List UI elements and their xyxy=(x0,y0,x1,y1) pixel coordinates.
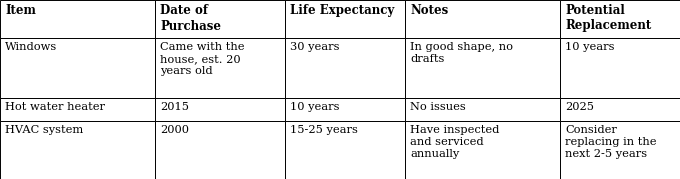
Text: Windows: Windows xyxy=(5,42,57,52)
Text: No issues: No issues xyxy=(410,102,466,112)
Text: Life Expectancy: Life Expectancy xyxy=(290,4,394,17)
Text: 15-25 years: 15-25 years xyxy=(290,125,358,135)
Bar xyxy=(285,0,405,38)
Bar xyxy=(285,38,405,98)
Text: 2000: 2000 xyxy=(160,125,189,135)
Bar xyxy=(155,0,285,38)
Bar xyxy=(285,121,405,179)
Text: Potential
Replacement: Potential Replacement xyxy=(565,4,651,33)
Bar xyxy=(0,98,155,121)
Text: In good shape, no
drafts: In good shape, no drafts xyxy=(410,42,513,64)
Text: HVAC system: HVAC system xyxy=(5,125,83,135)
Bar xyxy=(155,38,285,98)
Text: 30 years: 30 years xyxy=(290,42,339,52)
Bar xyxy=(560,121,680,179)
Bar xyxy=(155,98,285,121)
Bar xyxy=(560,38,680,98)
Bar xyxy=(405,38,560,98)
Text: Have inspected
and serviced
annually: Have inspected and serviced annually xyxy=(410,125,499,159)
Bar xyxy=(0,38,155,98)
Bar xyxy=(0,0,155,38)
Bar xyxy=(405,121,560,179)
Text: Notes: Notes xyxy=(410,4,448,17)
Bar xyxy=(405,98,560,121)
Text: 2015: 2015 xyxy=(160,102,189,112)
Text: Consider
replacing in the
next 2-5 years: Consider replacing in the next 2-5 years xyxy=(565,125,656,159)
Bar xyxy=(0,121,155,179)
Text: 10 years: 10 years xyxy=(290,102,339,112)
Text: Date of
Purchase: Date of Purchase xyxy=(160,4,221,33)
Bar xyxy=(560,0,680,38)
Text: 10 years: 10 years xyxy=(565,42,615,52)
Bar xyxy=(155,121,285,179)
Text: Hot water heater: Hot water heater xyxy=(5,102,105,112)
Bar xyxy=(405,0,560,38)
Bar xyxy=(560,98,680,121)
Text: 2025: 2025 xyxy=(565,102,594,112)
Bar xyxy=(285,98,405,121)
Text: Item: Item xyxy=(5,4,36,17)
Text: Came with the
house, est. 20
years old: Came with the house, est. 20 years old xyxy=(160,42,245,76)
